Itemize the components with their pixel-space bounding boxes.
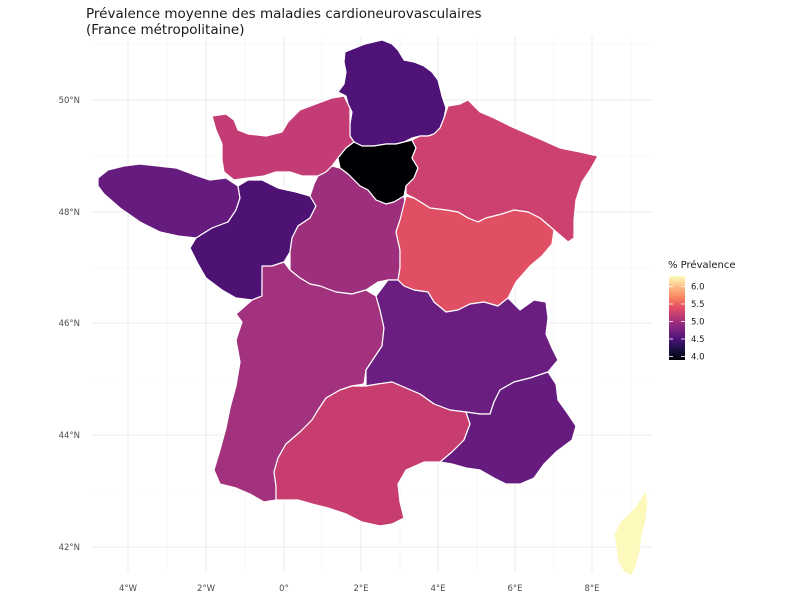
regions-layer: [97, 39, 649, 577]
legend-title: % Prévalence: [668, 259, 736, 271]
legend-tick-label: 5.0: [691, 318, 705, 328]
legend: % Prévalence 6.0 5.5 5.0 4.5 4.0: [668, 259, 736, 363]
y-tick-label: 42°N: [59, 543, 80, 553]
legend-tick-label: 4.0: [691, 353, 705, 363]
region-corse[interactable]: [613, 489, 649, 577]
y-tick-label: 46°N: [59, 319, 80, 329]
x-tick-label: 2°W: [197, 584, 216, 594]
x-tick-label: 4°W: [119, 584, 138, 594]
y-tick-label: 44°N: [59, 431, 80, 441]
chart-title-line2: (France métropolitaine): [86, 22, 245, 38]
x-tick-label: 2°E: [353, 584, 368, 594]
legend-tick-label: 4.5: [691, 335, 705, 345]
region-hauts-de-france[interactable]: [337, 39, 447, 147]
legend-tick-label: 5.5: [691, 300, 705, 310]
legend-tick-label: 6.0: [691, 283, 705, 293]
legend-ticks: 6.0 5.5 5.0 4.5 4.0: [669, 283, 705, 363]
x-tick-label: 8°E: [584, 584, 599, 594]
x-tick-label: 4°E: [430, 584, 445, 594]
legend-colorbar: [669, 276, 685, 360]
x-tick-label: 6°E: [507, 584, 522, 594]
region-provence-alpes-cote-dazur[interactable]: [439, 371, 577, 485]
chart-title: Prévalence moyenne des maladies cardione…: [86, 6, 482, 38]
y-tick-label: 50°N: [59, 96, 80, 106]
region-occitanie[interactable]: [273, 381, 471, 527]
y-tick-label: 48°N: [59, 208, 80, 218]
x-tick-label: 0°: [279, 584, 289, 594]
chart-title-line1: Prévalence moyenne des maladies cardione…: [86, 6, 482, 22]
